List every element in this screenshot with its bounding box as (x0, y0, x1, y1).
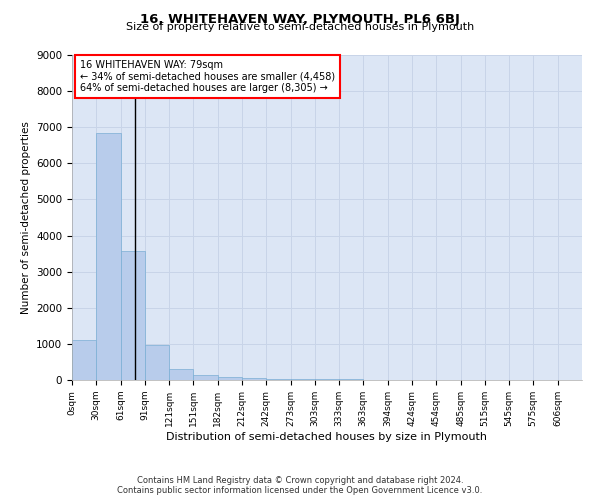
Bar (121, 250, 145, 380)
Y-axis label: Number of semi-detached properties: Number of semi-detached properties (20, 121, 31, 314)
Text: Contains HM Land Registry data © Crown copyright and database right 2024.
Contai: Contains HM Land Registry data © Crown c… (118, 476, 482, 495)
Bar (242, 378, 266, 380)
Text: Size of property relative to semi-detached houses in Plymouth: Size of property relative to semi-detach… (126, 22, 474, 32)
Bar (96, 132, 121, 380)
Text: 16, WHITEHAVEN WAY, PLYMOUTH, PL6 6BJ: 16, WHITEHAVEN WAY, PLYMOUTH, PL6 6BJ (140, 12, 460, 26)
Bar (72, 340, 96, 380)
Bar (218, 378, 242, 380)
Bar (291, 379, 315, 380)
Bar (145, 344, 169, 380)
Bar (169, 369, 193, 380)
Bar (266, 379, 291, 380)
Text: 16 WHITEHAVEN WAY: 79sqm
← 34% of semi-detached houses are smaller (4,458)
64% o: 16 WHITEHAVEN WAY: 79sqm ← 34% of semi-d… (80, 60, 335, 93)
Bar (193, 374, 218, 380)
X-axis label: Distribution of semi-detached houses by size in Plymouth: Distribution of semi-detached houses by … (167, 432, 487, 442)
